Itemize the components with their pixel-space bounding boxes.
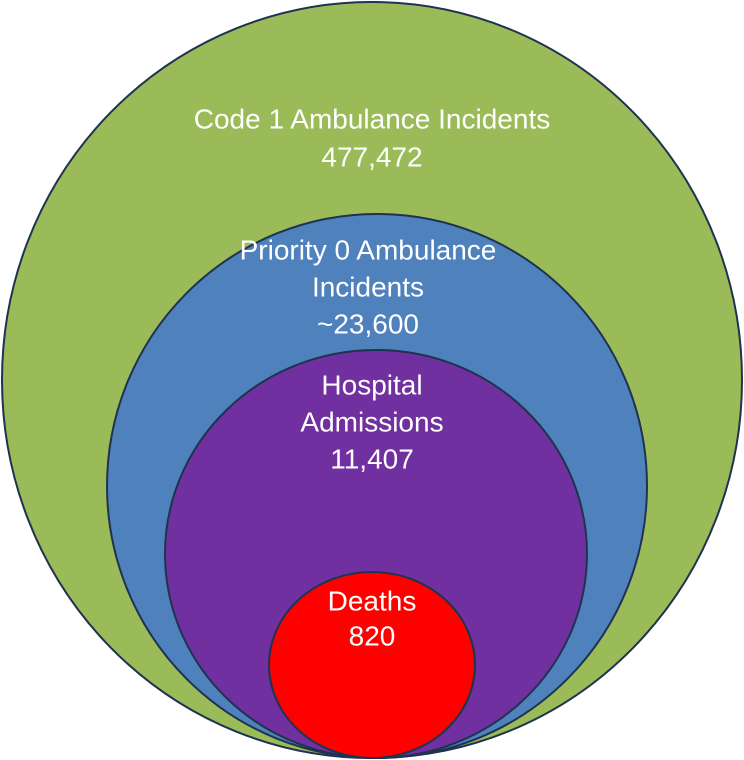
node-value: 11,407: [330, 443, 414, 474]
node-label: Code 1 Ambulance Incidents: [194, 103, 550, 134]
circle-deaths: [268, 571, 476, 759]
node-label: Hospital: [321, 369, 422, 400]
node-label: Priority 0 Ambulance: [240, 234, 497, 265]
node-label: Admissions: [300, 406, 443, 437]
node-value: ~23,600: [317, 308, 419, 339]
node-value: 477,472: [321, 141, 422, 172]
node-label: Deaths: [328, 585, 417, 616]
node-value: 820: [349, 620, 396, 651]
node-label: Incidents: [312, 271, 424, 302]
